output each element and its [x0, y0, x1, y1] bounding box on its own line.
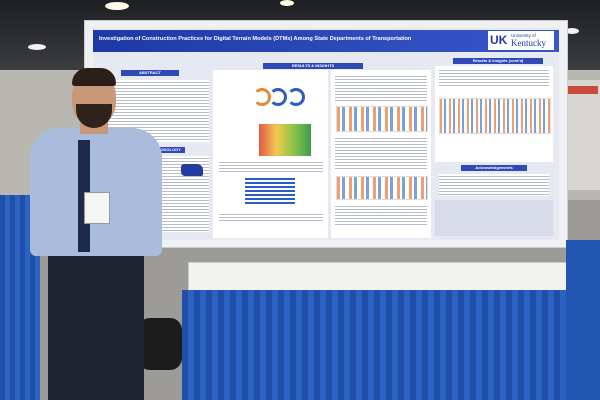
- heatmap: [259, 124, 311, 156]
- text-block: [439, 174, 549, 196]
- section-header: Acknowledgements: [461, 165, 527, 171]
- person-hair: [72, 68, 116, 86]
- text-block: [439, 68, 549, 86]
- bar-chart: [245, 178, 295, 206]
- poster: Investigation of Construction Practices …: [93, 28, 559, 240]
- badge: [84, 192, 110, 224]
- chart-figure: [439, 98, 551, 134]
- logo-box: [488, 31, 554, 50]
- logo-line1: University of: [511, 33, 536, 38]
- poster-title: Investigation of Construction Practices …: [99, 36, 412, 42]
- usa-map: [181, 164, 203, 176]
- table-skirt: [182, 290, 594, 400]
- text-block: [219, 212, 323, 222]
- text-block: [335, 204, 427, 226]
- light: [565, 28, 579, 34]
- section-header: ABSTRACT: [121, 70, 179, 76]
- light: [280, 0, 294, 6]
- panel: [435, 200, 553, 236]
- chart-figure: [336, 106, 428, 132]
- gauge: [287, 88, 305, 106]
- title-bar: [93, 30, 559, 52]
- text-block: [219, 160, 323, 174]
- section-header: METHODOLOGY: [145, 147, 185, 153]
- section-header: RESULTS & INSIGHTS: [263, 63, 363, 69]
- light: [28, 44, 46, 50]
- far-booth-stripe: [568, 86, 598, 94]
- text-block: [335, 136, 427, 170]
- backpack: [138, 318, 182, 370]
- text-block: [335, 74, 427, 102]
- gauge: [269, 88, 287, 106]
- logo-mark: UK: [490, 33, 508, 47]
- person-legs: [48, 250, 144, 400]
- section-header: Results & Insights (cont'd): [453, 58, 543, 64]
- right-table-skirt: [566, 240, 600, 400]
- far-booth: [565, 80, 600, 190]
- light: [105, 2, 129, 10]
- chart-figure: [336, 176, 428, 200]
- logo-line2: Kentucky: [511, 38, 546, 48]
